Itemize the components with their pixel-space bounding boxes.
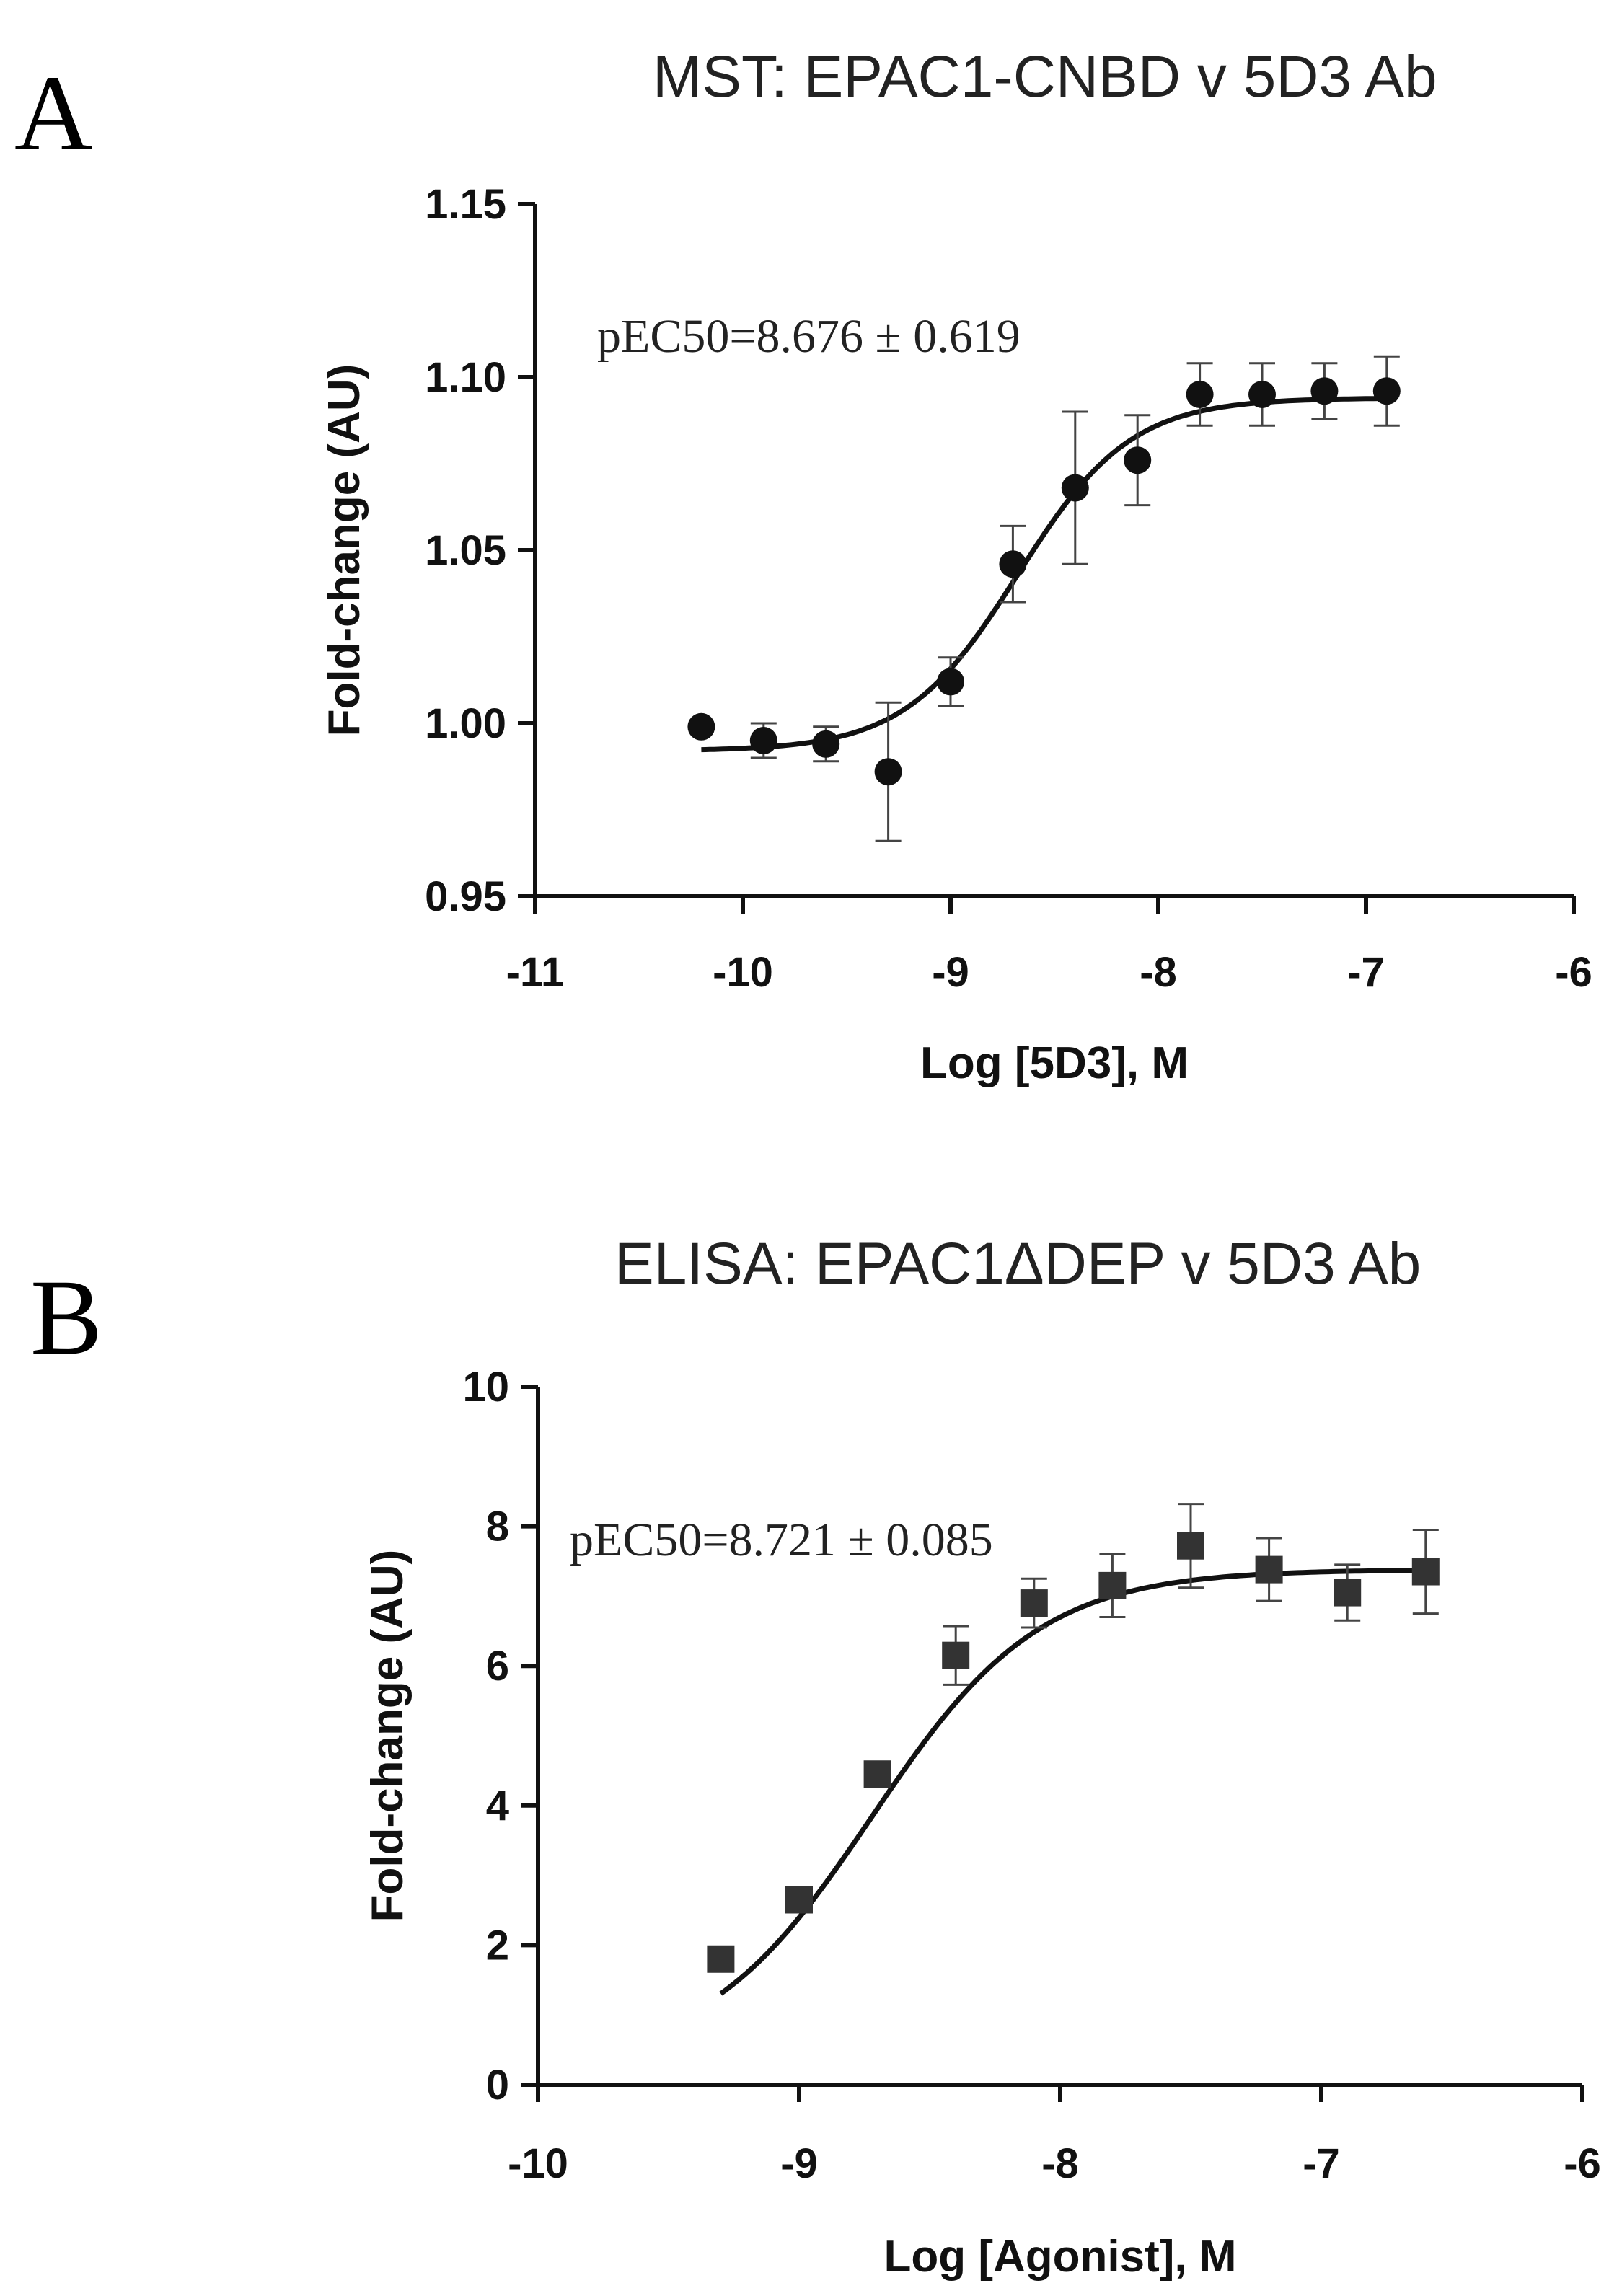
panel-b-letter: B xyxy=(30,1258,103,1377)
x-tick-label: -11 xyxy=(506,949,565,996)
y-tick-label: 1.05 xyxy=(425,527,506,574)
data-point xyxy=(937,668,964,696)
y-tick-label: 4 xyxy=(486,1783,509,1829)
x-axis-label: Log [5D3], M xyxy=(920,1038,1189,1088)
data-point xyxy=(999,550,1027,578)
x-tick-label: -9 xyxy=(780,2140,818,2187)
data-point xyxy=(749,727,777,754)
fit-curve xyxy=(701,396,1387,753)
y-tick-label: 1.15 xyxy=(425,181,506,228)
x-tick-label: -10 xyxy=(713,949,773,996)
x-tick-label: -7 xyxy=(1303,2140,1340,2187)
y-tick-label: 8 xyxy=(486,1504,509,1550)
panel-a-letter: A xyxy=(14,53,93,173)
chart-a: 0.95 1.00 1.05 1.10 1.15 -11 -10 -9 -8 -7 -6 Log [5… xyxy=(319,181,1592,1088)
data-point xyxy=(942,1641,970,1669)
y-tick-label: 10 xyxy=(462,1364,509,1410)
data-point xyxy=(687,712,715,741)
data-point xyxy=(1310,377,1339,405)
fit-curve xyxy=(719,1568,1426,1996)
y-tick-label: 0 xyxy=(486,2062,509,2109)
data-point xyxy=(1061,474,1089,502)
data-point xyxy=(1334,1578,1362,1607)
data-point xyxy=(1186,381,1214,408)
x-tick-label: -7 xyxy=(1347,949,1385,996)
chart-b: 0 2 4 6 8 10 -10 -9 -8 -7 -6 Log [Agonist], M Fold-c… xyxy=(363,1364,1601,2282)
data-point xyxy=(1372,377,1401,405)
data-point xyxy=(707,1945,735,1973)
y-axis-label: Fold-change (AU) xyxy=(319,364,369,737)
data-point xyxy=(785,1886,813,1914)
y-tick-label: 1.00 xyxy=(425,700,506,747)
data-point xyxy=(1411,1558,1440,1586)
pec50-annotation: pEC50=8.721 ± 0.085 xyxy=(570,1514,993,1566)
y-tick-label: 0.95 xyxy=(425,873,506,920)
x-tick-label: -10 xyxy=(508,2140,568,2187)
data-point xyxy=(1020,1589,1048,1617)
data-point xyxy=(1255,1555,1283,1584)
data-point xyxy=(874,758,902,786)
data-point xyxy=(863,1760,891,1788)
chart-a-title: MST: EPAC1-CNBD v 5D3 Ab xyxy=(653,44,1437,110)
x-tick-label: -6 xyxy=(1564,2140,1601,2187)
data-point xyxy=(1124,446,1152,474)
y-tick-label: 6 xyxy=(486,1643,509,1690)
y-axis-label: Fold-change (AU) xyxy=(363,1550,413,1922)
x-tick-label: -9 xyxy=(932,949,969,996)
y-tick-label: 2 xyxy=(486,1922,509,1969)
y-tick-label: 1.10 xyxy=(425,354,506,401)
data-point xyxy=(1177,1532,1204,1560)
x-tick-label: -8 xyxy=(1140,949,1177,996)
data-point xyxy=(812,730,840,758)
x-tick-label: -6 xyxy=(1555,949,1592,996)
chart-b-title: ELISA: EPAC1ΔDEP v 5D3 Ab xyxy=(614,1231,1422,1297)
data-point xyxy=(1248,381,1276,408)
data-point xyxy=(1098,1571,1127,1599)
x-tick-label: -8 xyxy=(1041,2140,1079,2187)
pec50-annotation: pEC50=8.676 ± 0.619 xyxy=(597,310,1021,363)
x-axis-label: Log [Agonist], M xyxy=(884,2232,1237,2282)
